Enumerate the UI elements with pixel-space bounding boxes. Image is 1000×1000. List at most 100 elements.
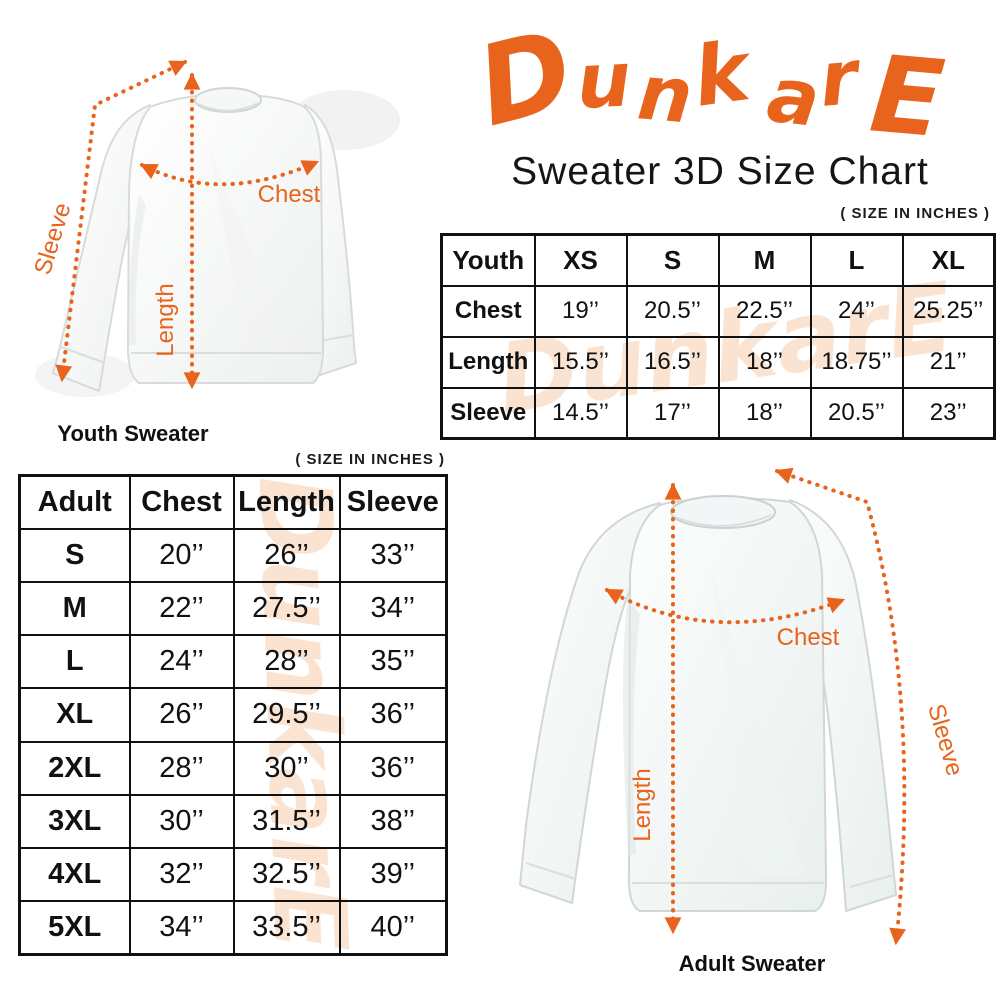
table-row: S 20’’ 26’’ 33’’ [18, 527, 448, 583]
brand-header: D u n k a r E Sweater 3D Size Chart ( SI… [440, 5, 1000, 234]
logo-letter: n [634, 47, 696, 140]
youth-length-label: Length [152, 283, 179, 356]
row-header: Sleeve [440, 386, 536, 440]
adult-length-label: Length [629, 768, 656, 841]
table-cell: 35’’ [338, 634, 448, 690]
column-header: Length [232, 474, 341, 530]
row-header: XL [18, 687, 131, 743]
youth-right-cuff-seam [318, 334, 355, 342]
shading [210, 150, 293, 355]
row-header: M [18, 580, 131, 637]
table-cell: 33.5’’ [232, 900, 341, 956]
row-header: 2XL [18, 740, 131, 796]
table-cell: 18’’ [717, 335, 812, 389]
logo-letter: E [866, 32, 949, 148]
adult-left-cuff-seam [525, 862, 577, 880]
youth-table-section: DunkarE Youth XS S M L XL Chest 19’’ 20.… [440, 233, 996, 440]
logo-letter: r [816, 32, 866, 124]
youth-collar-seam [197, 102, 259, 112]
logo-letter: u [574, 34, 633, 126]
table-cell: 26’’ [128, 687, 235, 743]
logo-letter: a [763, 50, 825, 145]
table-row: Length 15.5’’ 16.5’’ 18’’ 18.75’’ 21’’ [440, 335, 996, 389]
table-cell: 19’’ [533, 284, 628, 338]
table-row: 3XL 30’’ 31.5’’ 38’’ [18, 793, 448, 850]
adult-sleeve-arrow [774, 467, 907, 946]
column-header: L [809, 233, 904, 287]
table-row: 2XL 28’’ 30’’ 36’’ [18, 740, 448, 796]
row-header: Chest [440, 284, 536, 338]
adult-chest-label: Chest [777, 624, 840, 651]
row-header: L [18, 634, 131, 690]
row-header: 5XL [18, 900, 131, 956]
shading [622, 595, 640, 855]
table-cell: 18’’ [717, 386, 812, 440]
table-row: Sleeve 14.5’’ 17’’ 18’’ 20.5’’ 23’’ [440, 386, 996, 440]
youth-chest-arrow [139, 160, 320, 187]
column-header: S [625, 233, 720, 287]
column-header: XL [901, 233, 996, 287]
youth-size-table: Youth XS S M L XL Chest 19’’ 20.5’’ 22.5… [440, 233, 996, 440]
youth-collar [194, 87, 262, 113]
youth-sweater-illustration: Sleeve Length Chest Youth Sweater [15, 45, 435, 455]
dunkare-logo: D u n k a r E [465, 5, 949, 161]
adult-collar [670, 495, 776, 529]
adult-left-sleeve [519, 502, 661, 904]
table-cell: 25.25’’ [901, 284, 996, 338]
row-header: S [18, 527, 131, 583]
table-cell: 15.5’’ [533, 335, 628, 389]
youth-sweater-graphic: Sleeve Length Chest [29, 60, 400, 397]
youth-size-note: ( SIZE IN INCHES ) [840, 205, 990, 222]
table-cell: 34’’ [338, 580, 448, 637]
adult-sleeve-label: Sleeve [922, 701, 968, 779]
logo-letter: D [465, 6, 585, 148]
table-cell: 22.5’’ [717, 284, 812, 338]
page-title: Sweater 3D Size Chart [511, 150, 929, 193]
adult-sweater-graphic: Sleeve Length Chest [519, 467, 968, 946]
table-cell: 28’’ [232, 634, 341, 690]
row-header: Length [440, 335, 536, 389]
table-row: 4XL 32’’ 32.5’’ 39’’ [18, 847, 448, 903]
table-cell: 28’’ [128, 740, 235, 796]
column-header: XS [533, 233, 628, 287]
adult-sweater-illustration: Sleeve Length Chest Adult Sweater [460, 455, 1000, 1000]
table-header-row: Youth XS S M L XL [440, 233, 996, 287]
table-cell: 30’’ [128, 793, 235, 850]
youth-sleeve-arrow [55, 60, 188, 383]
adult-collar-seam [674, 514, 772, 528]
table-cell: 24’’ [809, 284, 904, 338]
row-header: 4XL [18, 847, 131, 903]
table-cell: 18.75’’ [809, 335, 904, 389]
table-cell: 36’’ [338, 740, 448, 796]
table-row: XL 26’’ 29.5’’ 36’’ [18, 687, 448, 743]
table-row: Chest 19’’ 20.5’’ 22.5’’ 24’’ 25.25’’ [440, 284, 996, 338]
column-header: Chest [128, 474, 235, 530]
table-cell: 20.5’’ [809, 386, 904, 440]
logo-letter: k [688, 24, 760, 126]
table-cell: 26’’ [232, 527, 341, 583]
table-cell: 24’’ [128, 634, 235, 690]
row-header: 3XL [18, 793, 131, 850]
table-cell: 20’’ [128, 527, 235, 583]
table-cell: 17’’ [625, 386, 720, 440]
youth-sleeve-label: Sleeve [29, 200, 76, 278]
table-cell: 40’’ [338, 900, 448, 956]
table-cell: 36’’ [338, 687, 448, 743]
table-cell: 16.5’’ [625, 335, 720, 389]
table-cell: 23’’ [901, 386, 996, 440]
table-cell: 38’’ [338, 793, 448, 850]
youth-caption: Youth Sweater [57, 421, 209, 446]
table-cell: 31.5’’ [232, 793, 341, 850]
table-cell: 29.5’’ [232, 687, 341, 743]
column-header: Sleeve [338, 474, 448, 530]
table-cell: 32’’ [128, 847, 235, 903]
table-cell: 20.5’’ [625, 284, 720, 338]
table-cell: 14.5’’ [533, 386, 628, 440]
column-header: Youth [440, 233, 536, 287]
table-cell: 32.5’’ [232, 847, 341, 903]
adult-chest-arrow [604, 588, 846, 625]
table-cell: 39’’ [338, 847, 448, 903]
table-row: 5XL 34’’ 33.5’’ 40’’ [18, 900, 448, 956]
table-cell: 21’’ [901, 335, 996, 389]
